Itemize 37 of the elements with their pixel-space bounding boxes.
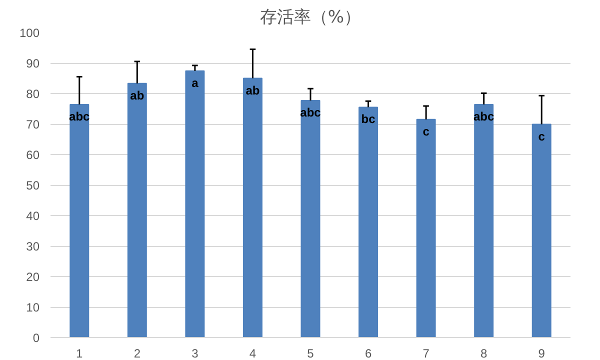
bar	[474, 104, 494, 338]
y-tick-label: 0	[32, 331, 40, 345]
y-tick-label: 80	[26, 87, 40, 101]
x-tick-label: 5	[307, 346, 314, 360]
x-tick-label: 9	[538, 346, 546, 360]
y-tick-label: 10	[26, 300, 40, 314]
bar	[532, 124, 552, 338]
bar	[127, 82, 147, 338]
x-tick-label: 3	[192, 346, 199, 360]
x-tick-label: 6	[364, 346, 372, 360]
annotation: ab	[246, 83, 260, 98]
bar	[242, 78, 262, 338]
bar	[300, 100, 320, 338]
annotation: c	[538, 129, 546, 144]
bar	[358, 106, 378, 338]
chart-title: 存活率（%）	[260, 8, 362, 28]
bar	[185, 70, 205, 338]
annotation: bc	[361, 112, 376, 126]
x-tick-label: 4	[249, 346, 256, 360]
x-tick-label: 1	[76, 346, 84, 360]
annotation: c	[422, 124, 430, 138]
x-tick-label: 8	[480, 346, 488, 360]
x-tick-label: 7	[422, 346, 430, 360]
y-tick-label: 20	[26, 270, 40, 284]
y-tick-label: 60	[26, 148, 40, 162]
y-tick-label: 30	[26, 240, 40, 254]
y-tick-label: 40	[26, 209, 40, 223]
bar	[416, 118, 436, 338]
y-tick-label: 90	[26, 56, 40, 70]
annotation: abc	[300, 106, 322, 120]
annotation: a	[192, 76, 199, 90]
y-tick-label: 70	[26, 118, 40, 132]
annotation: ab	[130, 88, 144, 102]
y-tick-label: 100	[19, 26, 40, 40]
x-tick-label: 2	[134, 346, 141, 360]
y-tick-label: 50	[26, 178, 40, 192]
bar	[70, 104, 90, 338]
